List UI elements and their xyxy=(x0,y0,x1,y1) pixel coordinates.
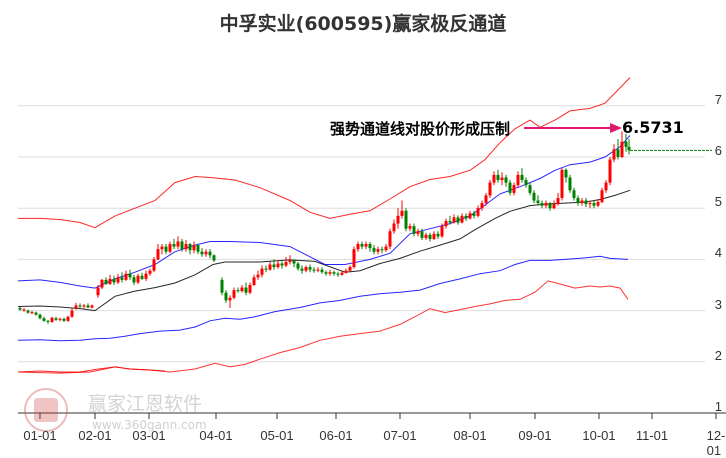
x-tick-label: 08-01 xyxy=(453,428,487,443)
y-tick-label: 5 xyxy=(714,194,722,210)
y-tick-label: 3 xyxy=(714,296,722,312)
y-tick-label: 6 xyxy=(714,143,722,158)
channel-line xyxy=(17,135,631,289)
y-tick-label: 4 xyxy=(714,245,722,261)
x-tick-label: 06-01 xyxy=(319,428,353,443)
x-tick-label: 05-01 xyxy=(260,428,294,443)
gridlines xyxy=(18,105,705,363)
x-axis xyxy=(18,412,726,419)
annotation-text: 强势通道线对股价形成压制 xyxy=(330,120,511,138)
channel-line xyxy=(18,77,631,229)
watermark-brand: 赢家江恩软件 xyxy=(88,393,203,415)
x-tick-label: 10-01 xyxy=(582,428,616,443)
x-tick-label: 04-01 xyxy=(199,428,233,443)
watermark-logo-icon xyxy=(24,388,68,432)
channel-lines xyxy=(17,77,631,374)
candlesticks xyxy=(18,131,712,324)
y-tick-label: 1 xyxy=(714,399,722,414)
x-tick-label: 11-01 xyxy=(635,428,669,443)
annotation-arrow xyxy=(524,123,622,133)
chart-title: 中孚实业(600595)赢家极反通道 xyxy=(219,13,507,35)
x-tick-label: 09-01 xyxy=(518,428,552,443)
y-tick-label: 2 xyxy=(714,347,722,363)
x-tick-label: 07-01 xyxy=(383,428,417,443)
x-tick-label: 02-01 xyxy=(78,428,112,443)
x-tick-label: 01-01 xyxy=(23,428,57,443)
watermark-url: www.360gann.com xyxy=(92,418,207,432)
lower-outer-band xyxy=(17,280,629,374)
channel-line xyxy=(17,255,629,342)
x-tick-label: 03-01 xyxy=(132,428,166,443)
x-tick-label: 12-01 xyxy=(706,428,726,458)
annotation-value: 6.5731 xyxy=(622,118,684,137)
y-tick-label: 7 xyxy=(714,91,722,107)
